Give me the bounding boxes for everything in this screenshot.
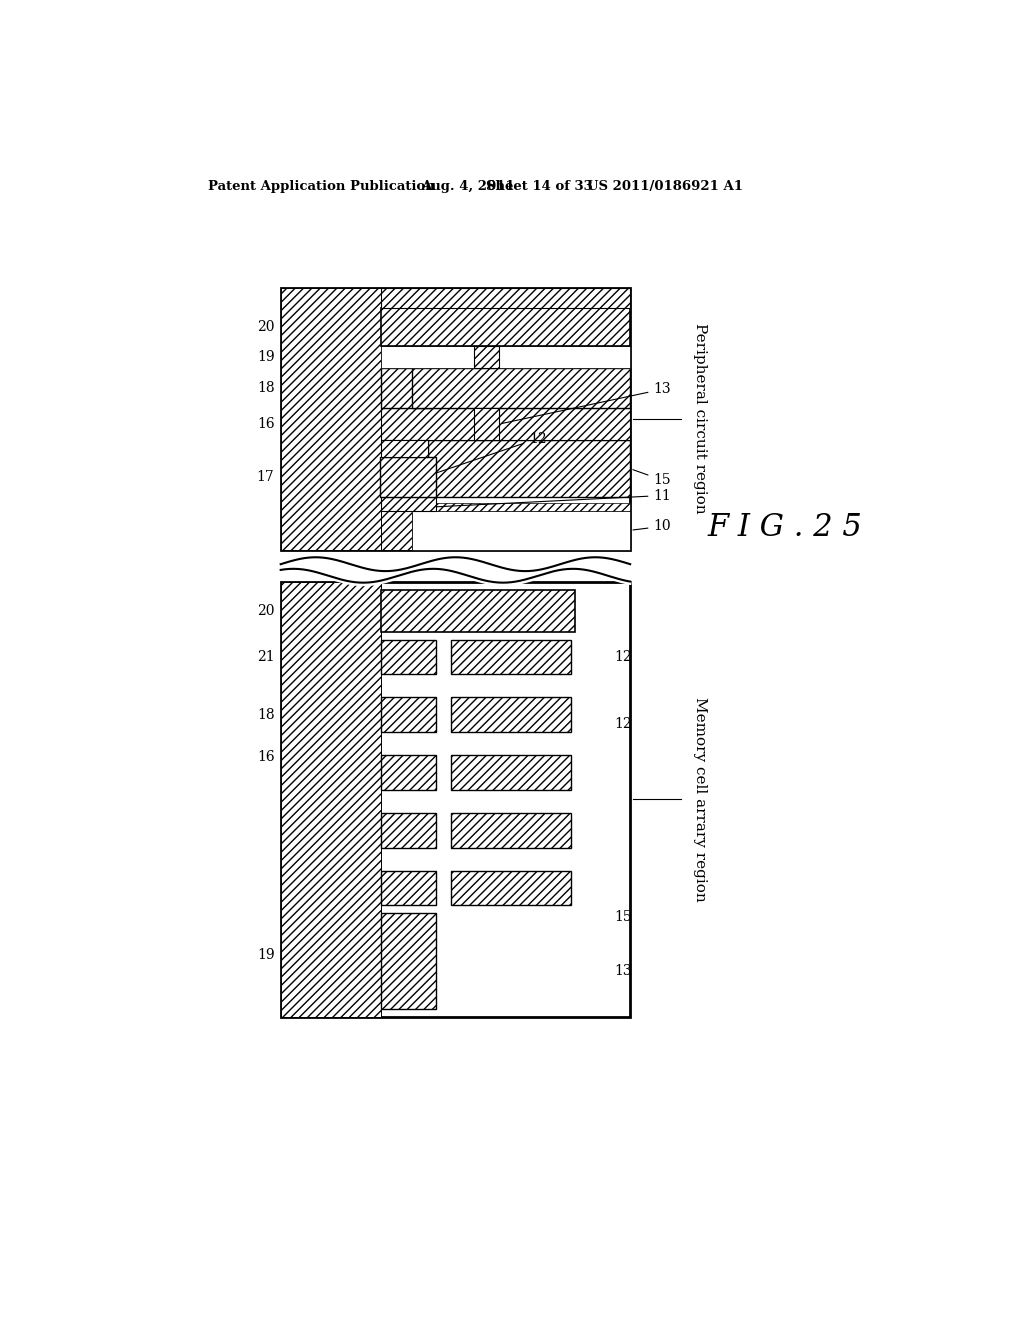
Bar bbox=[474, 408, 500, 441]
Bar bbox=[281, 582, 630, 1016]
Text: F I G . 2 5: F I G . 2 5 bbox=[708, 512, 862, 544]
Bar bbox=[281, 582, 381, 1016]
Bar bbox=[452, 813, 571, 847]
Text: 20: 20 bbox=[257, 319, 274, 334]
Text: 19: 19 bbox=[257, 948, 274, 962]
Bar bbox=[474, 346, 500, 368]
Bar bbox=[381, 288, 413, 549]
Text: Sheet 14 of 33: Sheet 14 of 33 bbox=[486, 181, 593, 194]
Text: 21: 21 bbox=[257, 649, 274, 664]
Bar bbox=[381, 408, 630, 441]
Text: 11: 11 bbox=[431, 488, 671, 507]
Text: 18: 18 bbox=[257, 381, 274, 395]
Bar bbox=[452, 871, 571, 906]
Bar bbox=[381, 755, 435, 789]
Bar bbox=[381, 346, 630, 368]
Bar bbox=[381, 368, 432, 408]
Text: 13: 13 bbox=[614, 964, 632, 978]
Bar bbox=[452, 697, 571, 733]
Text: 15: 15 bbox=[633, 470, 671, 487]
Text: Peripheral circuit region: Peripheral circuit region bbox=[693, 323, 707, 513]
Text: Memory cell arrary region: Memory cell arrary region bbox=[693, 697, 707, 902]
Text: 12: 12 bbox=[415, 432, 547, 480]
Bar bbox=[413, 368, 630, 408]
Text: 15: 15 bbox=[614, 909, 632, 924]
Text: US 2011/0186921 A1: US 2011/0186921 A1 bbox=[587, 181, 742, 194]
Bar bbox=[381, 640, 435, 675]
Bar bbox=[381, 288, 630, 308]
Text: 17: 17 bbox=[257, 470, 274, 484]
Bar bbox=[381, 813, 435, 847]
Text: Aug. 4, 2011: Aug. 4, 2011 bbox=[421, 181, 515, 194]
Bar bbox=[381, 913, 435, 1010]
Text: 13: 13 bbox=[502, 383, 671, 424]
Bar bbox=[381, 871, 435, 906]
Text: 20: 20 bbox=[257, 603, 274, 618]
Bar bbox=[381, 590, 575, 632]
Bar bbox=[381, 498, 435, 511]
Text: 10: 10 bbox=[633, 519, 671, 533]
Bar bbox=[380, 457, 435, 498]
Text: 18: 18 bbox=[257, 708, 274, 722]
Bar bbox=[381, 697, 435, 733]
Bar bbox=[281, 288, 630, 549]
Bar bbox=[413, 511, 630, 549]
Bar bbox=[452, 640, 571, 675]
Bar bbox=[281, 288, 381, 549]
Text: 19: 19 bbox=[257, 350, 274, 364]
Text: Patent Application Publication: Patent Application Publication bbox=[208, 181, 434, 194]
Text: 16: 16 bbox=[257, 750, 274, 764]
Bar bbox=[381, 441, 428, 457]
Text: 12: 12 bbox=[614, 649, 632, 664]
Bar bbox=[452, 755, 571, 789]
Bar bbox=[381, 308, 630, 346]
Bar bbox=[381, 503, 630, 511]
Bar bbox=[428, 441, 630, 498]
Text: 12: 12 bbox=[614, 717, 632, 731]
Text: 16: 16 bbox=[257, 417, 274, 432]
